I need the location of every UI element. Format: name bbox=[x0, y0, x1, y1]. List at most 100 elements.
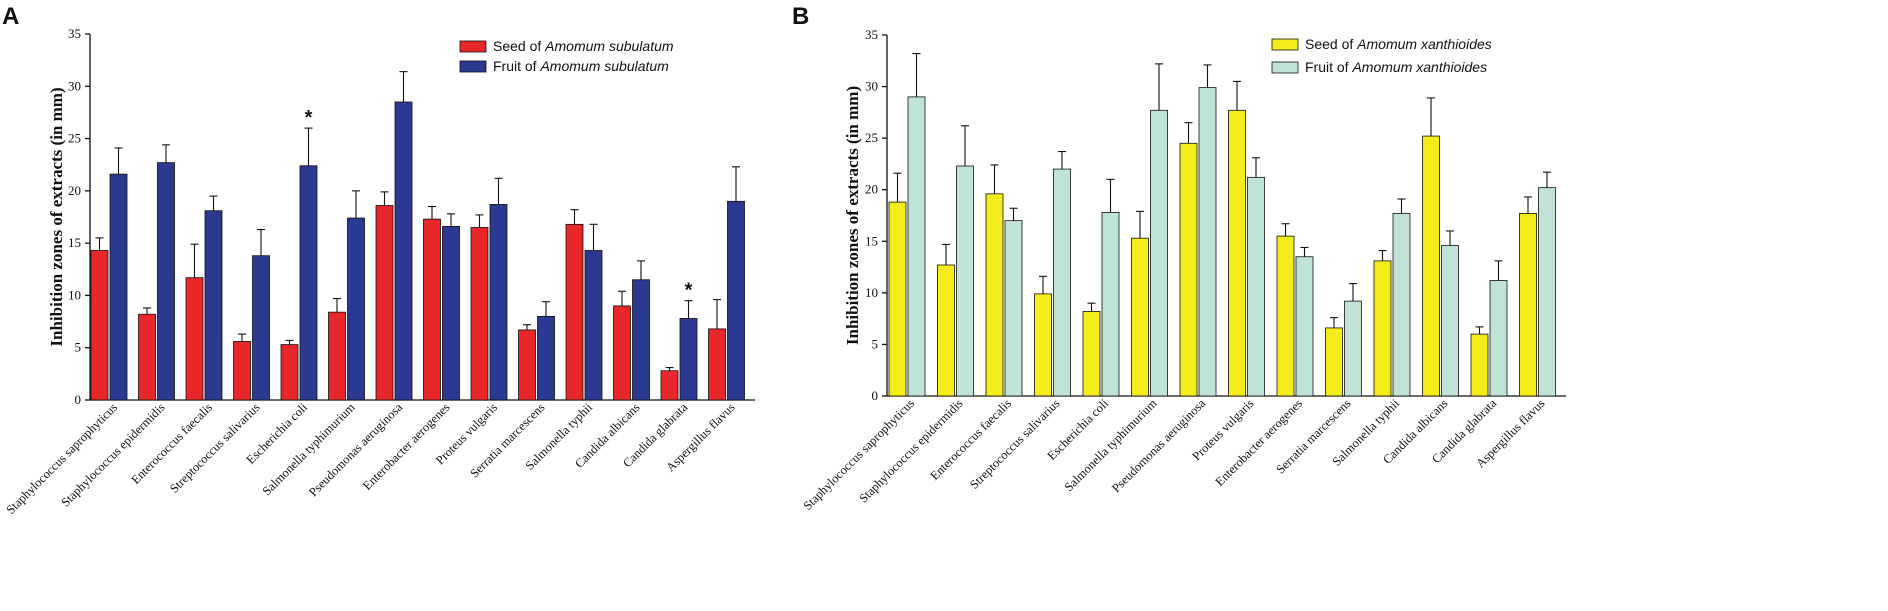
significance-marker: * bbox=[305, 107, 313, 129]
bar-seed bbox=[1082, 311, 1101, 397]
bar-fruit bbox=[1053, 168, 1071, 397]
legend-label-prefix: Fruit of bbox=[1305, 59, 1352, 75]
bar-seed bbox=[985, 193, 1004, 397]
bar-fruit bbox=[204, 210, 223, 401]
bar-seed bbox=[423, 218, 441, 401]
bar-seed bbox=[613, 305, 631, 401]
x-tick-label: Salmonella typhimurium bbox=[260, 400, 358, 498]
y-tick-label: 5 bbox=[75, 340, 82, 355]
y-tick-label: 30 bbox=[68, 78, 81, 93]
bar-fruit bbox=[299, 165, 318, 401]
y-tick-label: 0 bbox=[75, 392, 82, 407]
significance-marker: * bbox=[685, 280, 693, 302]
bar-fruit bbox=[1489, 280, 1508, 397]
x-tick-label: Enterobacter aerogenes bbox=[360, 400, 453, 493]
y-tick-label: 10 bbox=[68, 287, 81, 302]
bar-fruit bbox=[1441, 245, 1459, 397]
bar-fruit bbox=[537, 315, 555, 401]
legend-label: Fruit of Amomum xanthioides bbox=[1305, 59, 1487, 75]
bar-seed bbox=[518, 329, 536, 401]
bar-fruit bbox=[252, 255, 270, 401]
y-axis-label: Inhibition zones of extracts (in mm) bbox=[843, 86, 862, 345]
bar-seed bbox=[1373, 260, 1392, 397]
bar-fruit bbox=[679, 318, 698, 401]
legend-label-species: Amomum xanthioides bbox=[1356, 36, 1492, 52]
y-tick-label: 10 bbox=[865, 285, 878, 300]
legend-swatch bbox=[459, 60, 487, 73]
bar-seed bbox=[90, 250, 109, 401]
legend-label-prefix: Fruit of bbox=[493, 58, 540, 74]
bar-seed bbox=[470, 227, 489, 401]
bar-fruit bbox=[1392, 213, 1411, 397]
x-tick-label: Pseudomonas aeruginosa bbox=[306, 400, 405, 499]
chart-panel-b: B Inhibition zones of extracts (in mm) 0 5 1… bbox=[792, 3, 1566, 513]
bar-seed bbox=[328, 311, 346, 401]
legend-swatch bbox=[459, 40, 487, 53]
x-tick-label: Enterococcus faecalis bbox=[128, 400, 215, 487]
bar-seed bbox=[1422, 135, 1440, 397]
bar-fruit bbox=[584, 250, 603, 401]
bar-seed bbox=[375, 205, 394, 401]
x-tick-label: Streptococcus salivarius bbox=[967, 396, 1063, 492]
bar-seed bbox=[1470, 333, 1489, 397]
bar-seed bbox=[1131, 237, 1149, 397]
bar-fruit bbox=[1538, 187, 1556, 397]
y-tick-label: 25 bbox=[68, 131, 81, 146]
legend-label-prefix: Seed of bbox=[493, 38, 545, 54]
y-tick-label: 35 bbox=[68, 26, 81, 41]
y-axis-label: Inhibition zones of extracts (in mm) bbox=[47, 87, 66, 346]
legend-label-species: Amomum xanthioides bbox=[1351, 59, 1487, 75]
bar-seed bbox=[1034, 293, 1052, 397]
y-tick-label: 20 bbox=[68, 183, 81, 198]
bar-fruit bbox=[394, 101, 413, 401]
bar-seed bbox=[888, 201, 907, 397]
bar-seed bbox=[138, 313, 156, 401]
bar-fruit bbox=[907, 96, 926, 397]
y-tick-label: 5 bbox=[872, 336, 879, 351]
y-tick-label: 15 bbox=[68, 235, 81, 250]
y-tick-label: 20 bbox=[865, 182, 878, 197]
legend-label-prefix: Seed of bbox=[1305, 36, 1357, 52]
legend-swatch bbox=[1271, 38, 1299, 51]
bar-fruit bbox=[442, 226, 460, 401]
bar-fruit bbox=[1295, 256, 1314, 397]
bar-seed bbox=[1519, 213, 1537, 397]
legend-label-species: Amomum subulatum bbox=[539, 58, 669, 74]
bar-seed bbox=[233, 341, 251, 401]
panel-label: B bbox=[792, 3, 809, 30]
y-tick-label: 15 bbox=[865, 233, 878, 248]
bar-seed bbox=[1179, 142, 1198, 397]
legend-label-species: Amomum subulatum bbox=[544, 38, 674, 54]
bar-fruit bbox=[1247, 176, 1265, 397]
legend-swatch bbox=[1271, 61, 1299, 74]
legend-label: Fruit of Amomum subulatum bbox=[493, 58, 669, 74]
y-tick-label: 25 bbox=[865, 130, 878, 145]
bar-seed bbox=[565, 223, 584, 401]
bar-fruit bbox=[1101, 212, 1120, 397]
bar-seed bbox=[1325, 327, 1343, 397]
x-tick-label: Streptococcus salivarius bbox=[167, 400, 263, 496]
legend-label: Seed of Amomum subulatum bbox=[493, 38, 674, 54]
bar-fruit bbox=[1150, 109, 1168, 397]
bar-fruit bbox=[632, 279, 650, 401]
chart-panel-a: A Inhibition zones of extracts (in mm) 0 5 1… bbox=[2, 3, 755, 517]
bar-fruit bbox=[956, 165, 974, 397]
x-tick-label: Enterobacter aerogenes bbox=[1213, 396, 1306, 489]
bar-seed bbox=[660, 370, 679, 401]
bar-fruit bbox=[727, 200, 745, 401]
bar-seed bbox=[708, 328, 726, 401]
bar-fruit bbox=[1198, 87, 1217, 397]
x-tick-label: Pseudomonas aeruginosa bbox=[1109, 396, 1208, 495]
legend-label: Seed of Amomum xanthioides bbox=[1305, 36, 1492, 52]
y-tick-label: 0 bbox=[872, 388, 879, 403]
bar-fruit bbox=[1344, 300, 1362, 397]
bar-seed bbox=[937, 264, 955, 397]
bar-seed bbox=[1276, 235, 1295, 397]
x-tick-label: Enterococcus faecalis bbox=[927, 396, 1014, 483]
bar-fruit bbox=[1004, 220, 1023, 397]
panel-label: A bbox=[2, 3, 19, 30]
bar-fruit bbox=[347, 217, 365, 401]
bar-seed bbox=[280, 344, 299, 401]
